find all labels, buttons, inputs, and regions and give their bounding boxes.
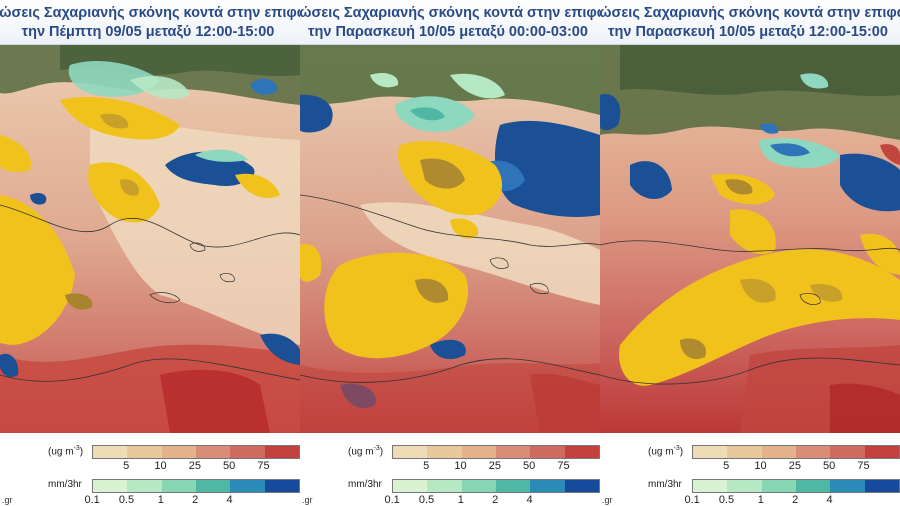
concentration-swatch-3 <box>461 446 496 458</box>
panel-title-1-line1: ρώσεις Σαχαριανής σκόνης κοντά στην επιφ… <box>0 5 300 21</box>
deposition-colorbar-1 <box>92 479 300 493</box>
deposition-tick-label: 2 <box>192 494 199 506</box>
deposition-tick-label: 2 <box>792 494 799 506</box>
concentration-swatch-1 <box>693 446 728 458</box>
concentration-swatch-3 <box>761 446 796 458</box>
deposition-swatch-5 <box>530 480 565 492</box>
credit-text-2: .gr <box>302 495 313 505</box>
deposition-swatch-4 <box>795 480 831 492</box>
map-panel-2: ρώσεις Σαχαριανής σκόνης κοντά στην επιφ… <box>300 0 600 506</box>
deposition-swatch-4 <box>195 480 231 492</box>
concentration-colorbar-3 <box>692 445 900 459</box>
panel-title-1: ρώσεις Σαχαριανής σκόνης κοντά στην επιφ… <box>0 0 300 45</box>
deposition-tick-label: 4 <box>826 494 833 506</box>
concentration-tick-label: 25 <box>788 460 801 472</box>
deposition-swatch-1 <box>393 480 428 492</box>
deposition-colorbar-2 <box>392 479 600 493</box>
concentration-tick-label: 10 <box>154 460 167 472</box>
deposition-swatch-6 <box>264 480 299 492</box>
concentration-tick-label: 5 <box>723 460 730 472</box>
deposition-swatch-3 <box>161 480 196 492</box>
concentration-swatch-5 <box>230 446 265 458</box>
concentration-swatch-6 <box>564 446 599 458</box>
deposition-swatch-5 <box>230 480 265 492</box>
concentration-swatch-5 <box>830 446 865 458</box>
panel-title-2-line2: την Παρασκευή 10/05 μεταξύ 00:00-03:00 <box>308 24 588 40</box>
legend-1: (ug m-3) 5 10 25 50 75 mm/3hr 0.1 0.5 1 2 4 .gr <box>0 433 300 506</box>
concentration-swatch-4 <box>795 446 831 458</box>
concentration-unit-1: (ug m-3) <box>48 445 84 458</box>
deposition-swatch-2 <box>427 480 462 492</box>
concentration-tick-label: 50 <box>223 460 236 472</box>
panel-title-1-line2: την Πέμπτη 09/05 μεταξύ 12:00-15:00 <box>21 24 275 40</box>
deposition-tick-label: 4 <box>226 494 233 506</box>
dust-concentration-map-1 <box>0 45 300 433</box>
deposition-swatch-1 <box>693 480 728 492</box>
panel-title-2: ρώσεις Σαχαριανής σκόνης κοντά στην επιφ… <box>300 0 600 45</box>
concentration-colorbar-2 <box>392 445 600 459</box>
deposition-swatch-3 <box>761 480 796 492</box>
concentration-swatch-4 <box>495 446 531 458</box>
deposition-tick-label: 1 <box>457 494 464 506</box>
concentration-swatch-6 <box>864 446 899 458</box>
concentration-tick-label: 50 <box>823 460 836 472</box>
deposition-tick-label: 4 <box>526 494 533 506</box>
deposition-tick-label: 0.1 <box>684 494 700 506</box>
concentration-colorbar-1 <box>92 445 300 459</box>
deposition-swatch-4 <box>495 480 531 492</box>
deposition-tick-label: 0.5 <box>118 494 135 506</box>
deposition-colorbar-3 <box>692 479 900 493</box>
deposition-swatch-2 <box>127 480 162 492</box>
deposition-tick-label: 0.1 <box>384 494 400 506</box>
deposition-tick-label: 0.5 <box>418 494 435 506</box>
panel-title-3-line1: ρώσεις Σαχαριανής σκόνης κοντά στην επιφ… <box>600 5 900 21</box>
deposition-swatch-2 <box>727 480 762 492</box>
deposition-unit-3: mm/3hr <box>648 479 682 490</box>
concentration-tick-label: 10 <box>754 460 767 472</box>
concentration-tick-label: 5 <box>123 460 130 472</box>
deposition-tick-label: 0.1 <box>84 494 100 506</box>
concentration-swatch-1 <box>393 446 428 458</box>
deposition-swatch-3 <box>461 480 496 492</box>
concentration-tick-label: 50 <box>523 460 536 472</box>
panel-title-2-line1: ρώσεις Σαχαριανής σκόνης κοντά στην επιφ… <box>300 5 600 21</box>
deposition-tick-label: 2 <box>492 494 499 506</box>
concentration-tick-label: 75 <box>257 460 270 472</box>
map-panel-3: ρώσεις Σαχαριανής σκόνης κοντά στην επιφ… <box>600 0 900 506</box>
map-panel-1: ρώσεις Σαχαριανής σκόνης κοντά στην επιφ… <box>0 0 300 506</box>
deposition-swatch-6 <box>864 480 899 492</box>
panel-title-3: ρώσεις Σαχαριανής σκόνης κοντά στην επιφ… <box>600 0 900 45</box>
dust-concentration-map-2 <box>300 45 600 433</box>
deposition-unit-2: mm/3hr <box>348 479 382 490</box>
concentration-swatch-2 <box>727 446 762 458</box>
concentration-tick-label: 75 <box>857 460 870 472</box>
concentration-swatch-4 <box>195 446 231 458</box>
deposition-swatch-5 <box>830 480 865 492</box>
dust-concentration-map-3 <box>600 45 900 433</box>
concentration-unit-2: (ug m-3) <box>348 445 384 458</box>
concentration-tick-label: 5 <box>423 460 430 472</box>
concentration-swatch-2 <box>427 446 462 458</box>
deposition-swatch-6 <box>564 480 599 492</box>
concentration-swatch-2 <box>127 446 162 458</box>
concentration-swatch-1 <box>93 446 128 458</box>
deposition-tick-label: 1 <box>157 494 164 506</box>
deposition-unit-1: mm/3hr <box>48 479 82 490</box>
deposition-tick-label: 0.5 <box>718 494 735 506</box>
deposition-swatch-1 <box>93 480 128 492</box>
concentration-swatch-5 <box>530 446 565 458</box>
concentration-unit-3: (ug m-3) <box>648 445 684 458</box>
concentration-tick-label: 25 <box>188 460 201 472</box>
credit-text-1: .gr <box>2 495 13 505</box>
concentration-tick-label: 25 <box>488 460 501 472</box>
concentration-tick-label: 75 <box>557 460 570 472</box>
concentration-tick-label: 10 <box>454 460 467 472</box>
concentration-swatch-3 <box>161 446 196 458</box>
panel-title-3-line2: την Παρασκευή 10/05 μεταξύ 12:00-15:00 <box>608 24 888 40</box>
deposition-tick-label: 1 <box>757 494 764 506</box>
legend-2: (ug m-3) 5 10 25 50 75 mm/3hr 0.1 0.5 1 2 4 .gr <box>300 433 600 506</box>
concentration-swatch-6 <box>264 446 299 458</box>
legend-3: (ug m-3) 5 10 25 50 75 mm/3hr 0.1 0.5 1 2 4 .gr <box>600 433 900 506</box>
credit-text-3: .gr <box>602 495 613 505</box>
